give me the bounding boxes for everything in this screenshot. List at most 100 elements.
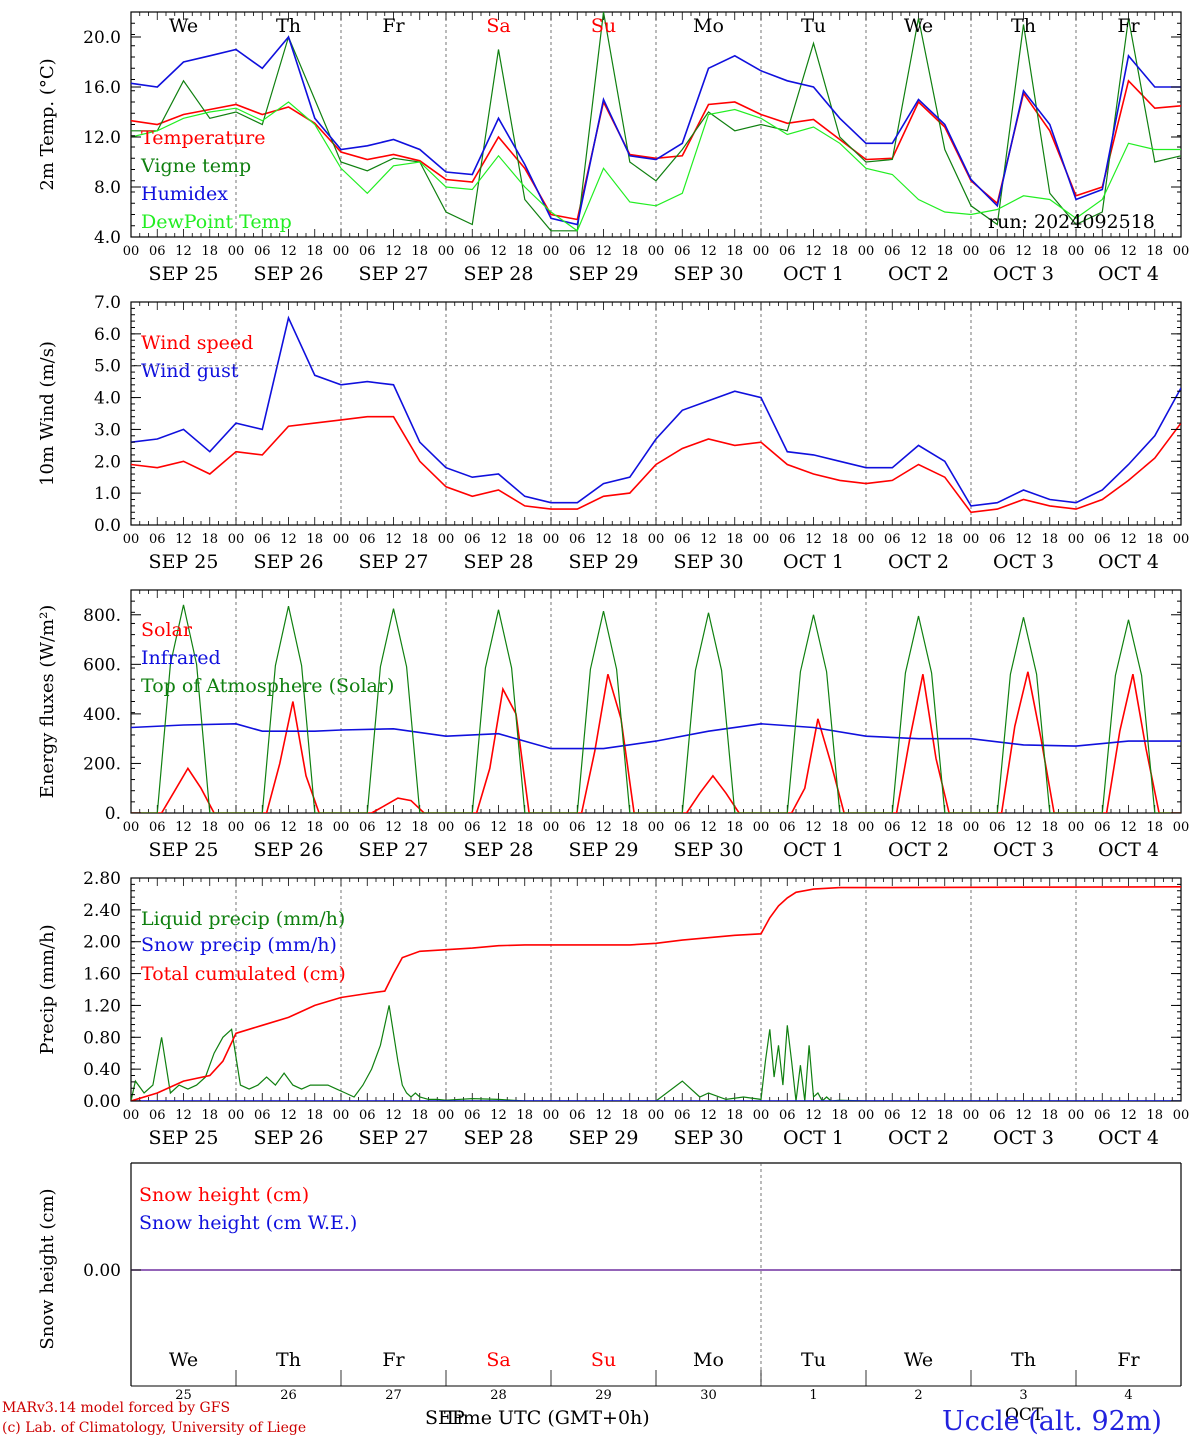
date-label: SEP 30 xyxy=(674,1127,744,1149)
hour-tick-label: 00 xyxy=(438,532,455,547)
legend-entry: Snow height (cm) xyxy=(139,1184,309,1206)
date-label: SEP 27 xyxy=(359,263,429,285)
xaxis-title: Time UTC (GMT+0h) xyxy=(444,1407,650,1429)
hour-tick-label: 00 xyxy=(963,1108,980,1123)
hour-tick-label: 06 xyxy=(149,532,166,547)
hour-tick-label: 00 xyxy=(648,1108,665,1123)
hour-tick-label: 06 xyxy=(674,820,691,835)
hour-tick-label: 12 xyxy=(700,820,717,835)
series-line-1 xyxy=(131,415,1181,514)
series-line-2 xyxy=(131,315,1181,507)
day-number-label: 1 xyxy=(809,1388,817,1403)
hour-tick-label: 06 xyxy=(884,820,901,835)
date-label: SEP 28 xyxy=(464,1127,534,1149)
hour-tick-label: 06 xyxy=(1094,532,1111,547)
hour-tick-label: 00 xyxy=(333,244,350,259)
hour-tick-label: 18 xyxy=(936,532,953,547)
legend-entry: Wind speed xyxy=(141,332,253,354)
y-tick-label: 16.0 xyxy=(83,78,121,98)
day-number-label: 3 xyxy=(1019,1388,1027,1403)
hour-tick-label: 00 xyxy=(228,244,245,259)
hour-tick-label: 12 xyxy=(1120,244,1137,259)
y-tick-label: 6.0 xyxy=(94,325,121,345)
xaxis-month-label: SEP xyxy=(425,1407,465,1429)
hour-tick-label: 00 xyxy=(858,244,875,259)
hour-tick-label: 00 xyxy=(228,532,245,547)
day-name: Fr xyxy=(1117,1349,1140,1371)
footer-lab-line: (c) Lab. of Climatology, University of L… xyxy=(2,1420,306,1436)
hour-tick-label: 00 xyxy=(1173,532,1190,547)
hour-tick-label: 06 xyxy=(569,1108,586,1123)
day-name: Tu xyxy=(801,15,826,37)
date-label: OCT 1 xyxy=(783,839,844,861)
panels: 4.08.012.016.020.02m Temp. (°C)00 06 12 18 0… xyxy=(37,11,1190,1403)
hour-tick-label: 12 xyxy=(1120,532,1137,547)
date-label: SEP 30 xyxy=(674,263,744,285)
hour-tick-label: 00 xyxy=(1068,532,1085,547)
hour-tick-label: 18 xyxy=(411,1108,428,1123)
hour-tick-label: 18 xyxy=(1041,532,1058,547)
hour-tick-label: 18 xyxy=(516,244,533,259)
hour-tick-label: 12 xyxy=(700,244,717,259)
day-name: Th xyxy=(1011,1349,1036,1371)
hour-tick-label: 18 xyxy=(1041,244,1058,259)
footer-model-line: MARv3.14 model forced by GFS xyxy=(2,1400,230,1416)
hour-tick-label: 06 xyxy=(989,244,1006,259)
hour-tick-label: 00 xyxy=(648,244,665,259)
legend-entry: Snow precip (mm/h) xyxy=(141,934,337,956)
date-label: OCT 4 xyxy=(1098,1127,1159,1149)
hour-tick-label: 12 xyxy=(595,1108,612,1123)
hour-tick-label: 06 xyxy=(1094,820,1111,835)
hour-tick-label: 06 xyxy=(884,1108,901,1123)
hour-tick-label: 18 xyxy=(1041,1108,1058,1123)
panel-4: 0.00 0.40 0.80 1.20 1.60 2.00 2.40 2.80 Precip (… xyxy=(37,869,1189,1149)
hour-tick-label: 12 xyxy=(280,244,297,259)
hour-tick-label: 18 xyxy=(516,532,533,547)
hour-tick-label: 00 xyxy=(963,244,980,259)
y-tick-label: 4.0 xyxy=(94,228,121,248)
hour-tick-label: 00 xyxy=(123,244,140,259)
legend-entry: Solar xyxy=(141,619,193,641)
hour-tick-label: 06 xyxy=(779,820,796,835)
series-group xyxy=(131,315,1181,514)
date-label: OCT 1 xyxy=(783,263,844,285)
date-label: SEP 25 xyxy=(149,1127,219,1149)
date-label: SEP 25 xyxy=(149,263,219,285)
run-label: run: 2024092518 xyxy=(988,211,1155,233)
hour-tick-label: 06 xyxy=(149,1108,166,1123)
hour-tick-label: 18 xyxy=(1041,820,1058,835)
hour-tick-label: 00 xyxy=(333,532,350,547)
hour-tick-label: 18 xyxy=(201,820,218,835)
date-label: SEP 29 xyxy=(569,263,639,285)
day-number-label: 29 xyxy=(595,1388,612,1403)
hour-tick-label: 12 xyxy=(1015,1108,1032,1123)
y-tick-label: 3.0 xyxy=(94,420,121,440)
hour-tick-label: 18 xyxy=(936,820,953,835)
hour-tick-label: 12 xyxy=(805,244,822,259)
hour-tick-label: 12 xyxy=(175,1108,192,1123)
hour-tick-label: 18 xyxy=(936,244,953,259)
y-tick-label: 20.0 xyxy=(83,28,121,48)
hour-tick-label: 18 xyxy=(726,820,743,835)
y-tick-label: 400. xyxy=(83,705,121,725)
series-group xyxy=(131,12,1181,232)
date-label: OCT 2 xyxy=(888,839,949,861)
hour-tick-label: 00 xyxy=(858,532,875,547)
day-name: Th xyxy=(276,15,301,37)
hour-tick-label: 18 xyxy=(621,244,638,259)
hour-tick-label: 12 xyxy=(490,1108,507,1123)
hour-tick-label: 18 xyxy=(306,244,323,259)
hour-tick-label: 06 xyxy=(989,1108,1006,1123)
hour-tick-label: 00 xyxy=(123,532,140,547)
day-name: We xyxy=(169,15,198,37)
hour-tick-label: 12 xyxy=(910,820,927,835)
hour-tick-label: 12 xyxy=(595,820,612,835)
hour-tick-label: 12 xyxy=(1120,1108,1137,1123)
y-tick-label: 0.00 xyxy=(83,1261,121,1281)
date-label: OCT 2 xyxy=(888,551,949,573)
hour-tick-label: 00 xyxy=(963,820,980,835)
hour-tick-label: 18 xyxy=(621,1108,638,1123)
hour-tick-label: 12 xyxy=(280,532,297,547)
hour-tick-label: 18 xyxy=(1146,820,1163,835)
day-name: We xyxy=(904,15,933,37)
